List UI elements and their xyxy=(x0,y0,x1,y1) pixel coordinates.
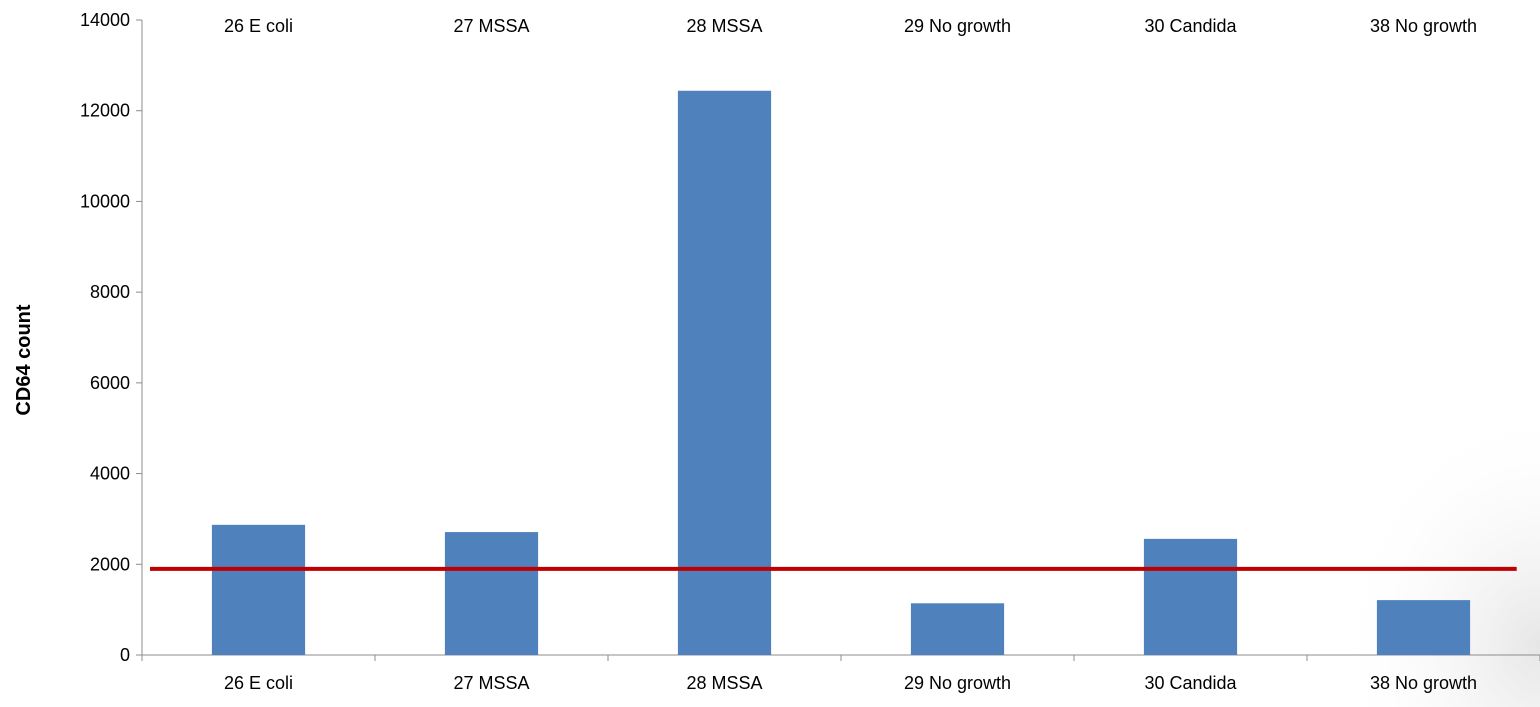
bars xyxy=(211,90,1471,655)
bar xyxy=(1376,600,1471,655)
top-category-label: 28 MSSA xyxy=(686,16,762,36)
y-tick-label: 4000 xyxy=(90,464,130,484)
x-tick-label: 27 MSSA xyxy=(453,673,529,693)
x-tick-label: 30 Candida xyxy=(1144,673,1237,693)
bar xyxy=(910,603,1005,655)
top-category-label: 38 No growth xyxy=(1370,16,1477,36)
top-category-label: 29 No growth xyxy=(904,16,1011,36)
x-tick-label: 38 No growth xyxy=(1370,673,1477,693)
background-sheen-rect xyxy=(1200,300,1540,707)
bar xyxy=(677,90,772,655)
top-category-label: 30 Candida xyxy=(1144,16,1237,36)
x-tick-label: 28 MSSA xyxy=(686,673,762,693)
bar xyxy=(211,524,306,655)
y-tick-label: 2000 xyxy=(90,554,130,574)
x-tick-label: 26 E coli xyxy=(224,673,293,693)
y-tick-label: 8000 xyxy=(90,282,130,302)
bar xyxy=(444,532,539,655)
bar xyxy=(1143,538,1238,655)
y-axis-title: CD64 count xyxy=(13,304,35,415)
top-category-label: 27 MSSA xyxy=(453,16,529,36)
axes xyxy=(136,19,1540,661)
top-category-label: 26 E coli xyxy=(224,16,293,36)
x-tick-label: 29 No growth xyxy=(904,673,1011,693)
y-tick-label: 6000 xyxy=(90,373,130,393)
y-tick-label: 14000 xyxy=(80,10,130,30)
y-tick-label: 12000 xyxy=(80,101,130,121)
labels: 0 2000 4000 6000 8000 10000 12000 14000 26 E col… xyxy=(80,10,1477,693)
background-sheen xyxy=(1200,300,1540,707)
y-tick-label: 0 xyxy=(120,645,130,665)
y-tick-label: 10000 xyxy=(80,191,130,211)
